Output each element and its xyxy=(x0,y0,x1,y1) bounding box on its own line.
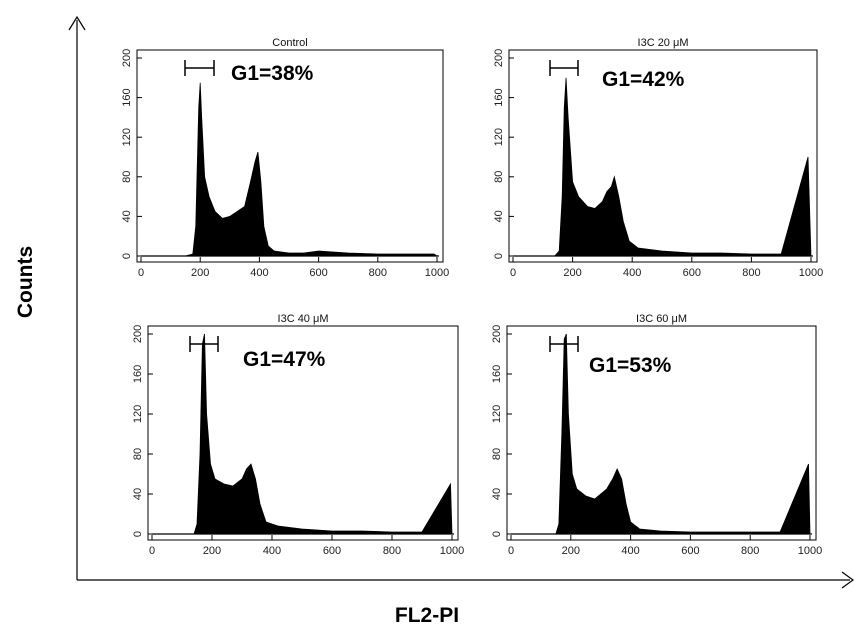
y-tick-label: 200 xyxy=(491,325,503,343)
y-tick-label: 0 xyxy=(491,531,503,537)
y-tick-label: 80 xyxy=(121,171,133,183)
panel-title: I3C 40 μM xyxy=(278,313,329,325)
panel-i3c-60: I3C 60 μM 0 40 80 120 160 200 0 200 400 600 800 1000… xyxy=(491,313,822,557)
y-tick-label: 80 xyxy=(132,448,144,460)
figure-y-arrowhead xyxy=(68,15,86,31)
x-tick-label: 600 xyxy=(309,267,327,279)
y-tick-label: 40 xyxy=(493,210,505,222)
plot-frame xyxy=(508,49,818,263)
figure-x-arrowhead xyxy=(841,571,855,589)
y-tick-label: 0 xyxy=(493,253,505,259)
y-tick-label: 0 xyxy=(132,531,144,537)
g1-annotation: G1=38% xyxy=(231,62,314,85)
x-tick-label: 200 xyxy=(191,267,209,279)
g1-annotation: G1=42% xyxy=(602,68,685,91)
histogram-area xyxy=(152,333,453,535)
x-tick-label: 600 xyxy=(681,545,699,557)
x-tick-label: 600 xyxy=(323,545,341,557)
y-tick-label: 200 xyxy=(132,325,144,343)
x-axis-label: FL2-PI xyxy=(395,604,459,627)
panel-title: I3C 60 μM xyxy=(636,313,687,325)
histogram-area xyxy=(511,333,811,535)
x-tick-label: 0 xyxy=(510,267,516,279)
y-tick-label: 160 xyxy=(132,365,144,383)
y-tick-label: 40 xyxy=(491,488,503,500)
x-tick-label: 400 xyxy=(250,267,268,279)
x-tick-label: 0 xyxy=(508,545,514,557)
x-tick-label: 800 xyxy=(741,545,759,557)
g1-annotation: G1=47% xyxy=(243,348,326,371)
x-tick-label: 800 xyxy=(742,267,760,279)
panel-control: Control 0 40 80 120 160 200 0 200 400 600 800 1000 G1… xyxy=(121,37,449,279)
x-tick-label: 0 xyxy=(149,545,155,557)
x-tick-label: 200 xyxy=(563,267,581,279)
x-tick-label: 0 xyxy=(138,267,144,279)
x-tick-label: 400 xyxy=(263,545,281,557)
y-tick-label: 120 xyxy=(493,128,505,146)
x-tick-label: 600 xyxy=(683,267,701,279)
y-tick-label: 0 xyxy=(121,253,133,259)
x-tick-label: 200 xyxy=(562,545,580,557)
histogram-area xyxy=(513,77,812,257)
x-tick-label: 1000 xyxy=(425,267,449,279)
y-tick-label: 120 xyxy=(132,405,144,423)
y-tick-label: 160 xyxy=(493,88,505,106)
panel-i3c-20: I3C 20 μM 0 40 80 120 160 200 0 200 400 600 800 1000… xyxy=(493,37,823,279)
plot-frame xyxy=(147,325,459,541)
x-tick-label: 400 xyxy=(623,267,641,279)
plot-frame xyxy=(506,325,817,541)
y-tick-label: 40 xyxy=(121,210,133,222)
y-tick-label: 200 xyxy=(493,49,505,67)
y-tick-label: 120 xyxy=(121,128,133,146)
histogram-area xyxy=(141,82,439,257)
y-tick-label: 40 xyxy=(132,488,144,500)
g1-annotation: G1=53% xyxy=(589,354,672,377)
y-tick-label: 80 xyxy=(491,448,503,460)
panel-title: I3C 20 μM xyxy=(638,37,689,49)
figure-axes xyxy=(68,15,855,589)
x-tick-label: 1000 xyxy=(440,545,464,557)
y-tick-label: 80 xyxy=(493,171,505,183)
x-tick-label: 800 xyxy=(383,545,401,557)
x-tick-label: 400 xyxy=(621,545,639,557)
panel-title: Control xyxy=(272,37,307,49)
y-axis-label: Counts xyxy=(14,246,37,318)
y-tick-label: 120 xyxy=(491,405,503,423)
panel-i3c-40: I3C 40 μM 0 40 80 120 160 200 0 200 400 600 800 1000… xyxy=(132,313,464,557)
y-tick-label: 200 xyxy=(121,49,133,67)
y-tick-label: 160 xyxy=(121,88,133,106)
plot-frame xyxy=(136,49,444,263)
y-tick-label: 160 xyxy=(491,365,503,383)
x-tick-label: 1000 xyxy=(799,267,823,279)
x-tick-label: 1000 xyxy=(798,545,822,557)
x-tick-label: 200 xyxy=(203,545,221,557)
x-tick-label: 800 xyxy=(369,267,387,279)
